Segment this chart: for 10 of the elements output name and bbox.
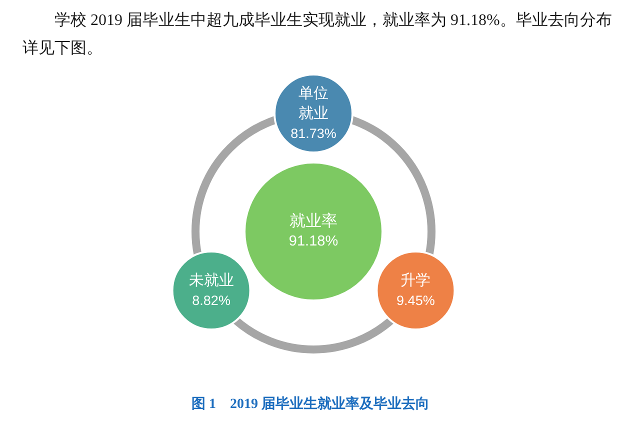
category-label: 升学 xyxy=(400,272,431,289)
data-label: 8.82% xyxy=(192,293,230,308)
category-label: 未就业 xyxy=(188,272,234,289)
data-label: 81.73% xyxy=(290,126,336,141)
data-label: 9.45% xyxy=(396,293,435,308)
category-label: 就业率 xyxy=(290,212,338,230)
text: 学校 2019 届毕业生中超九成毕业生实现就业，就业率为 91.18%。毕业去向分布详见下图。 xyxy=(22,11,612,57)
data-label: 91.18% xyxy=(288,234,338,250)
text: 图 1 2019 届毕业生就业率及毕业去向 xyxy=(192,395,430,412)
category-label: 单位就业 xyxy=(298,85,328,122)
